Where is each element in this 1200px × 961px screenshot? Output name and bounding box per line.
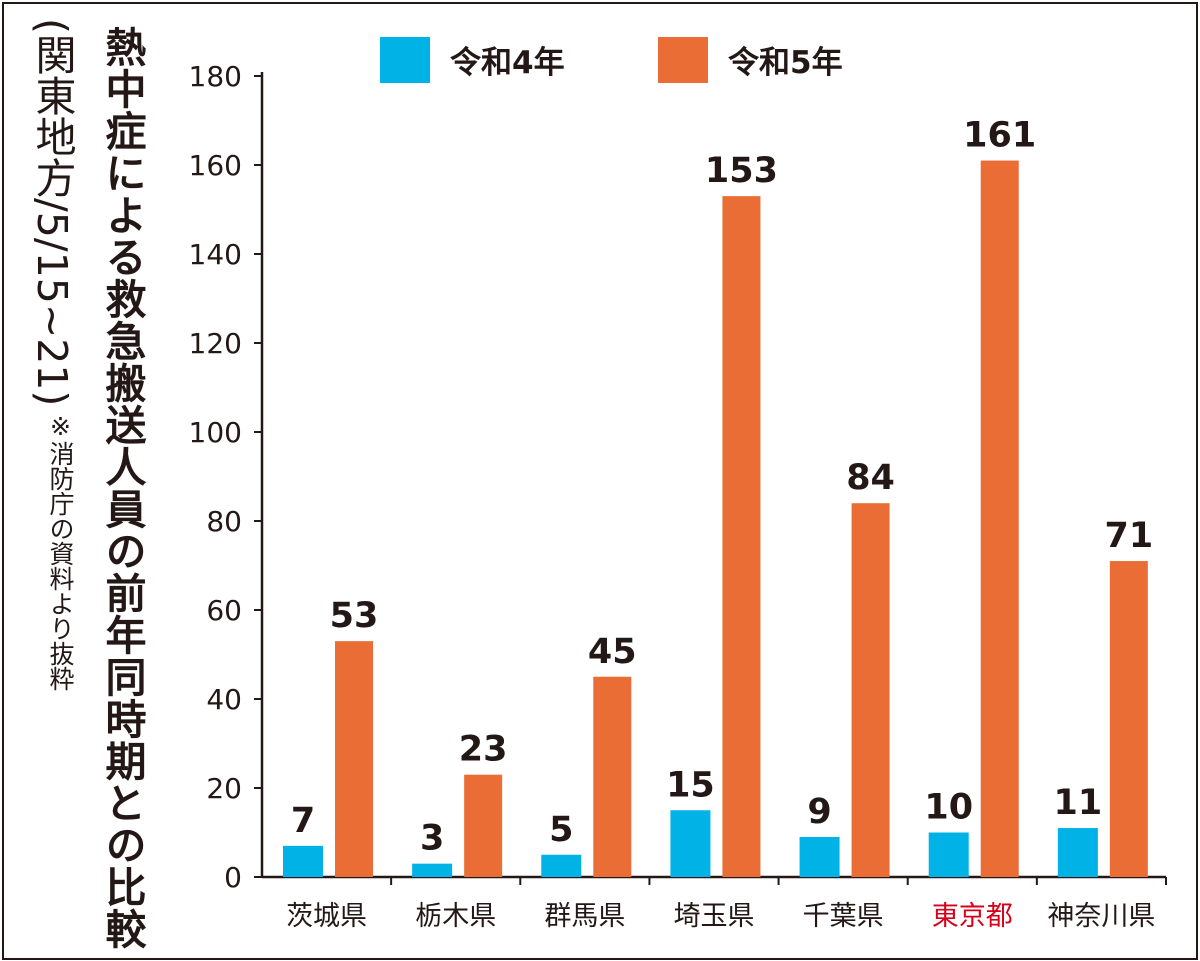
- value-label: 11: [1053, 783, 1102, 823]
- value-label: 71: [1104, 516, 1153, 556]
- value-label: 7: [291, 801, 315, 841]
- category-label: 栃木県: [415, 901, 496, 932]
- y-tick-label: 60: [206, 594, 242, 627]
- bar-令和4年: [283, 845, 323, 877]
- value-label: 5: [549, 810, 573, 850]
- category-label: 茨城県: [286, 901, 367, 932]
- bar-令和4年: [799, 836, 840, 877]
- value-label: 53: [330, 596, 379, 636]
- bar-令和4年: [670, 810, 711, 877]
- y-tick-label: 80: [206, 505, 242, 538]
- bar-令和4年: [412, 863, 453, 877]
- bar-令和5年: [464, 774, 503, 877]
- value-label: 15: [666, 765, 715, 805]
- category-label: 千葉県: [803, 901, 884, 932]
- value-label: 153: [705, 151, 778, 191]
- y-tick-label: 0: [224, 861, 242, 894]
- bar-令和5年: [722, 196, 761, 877]
- category-label: 群馬県: [544, 901, 625, 932]
- y-tick-label: 160: [189, 149, 242, 182]
- value-label: 45: [588, 632, 637, 672]
- legend-label: 令和4年: [450, 45, 565, 81]
- chart-subtitle: (関東地方/5/15~21): [28, 18, 76, 407]
- bar-令和4年: [928, 832, 969, 877]
- y-tick-label: 140: [189, 238, 242, 271]
- y-tick-label: 120: [189, 327, 242, 360]
- source-note: ※消防庁の資料より抜粋: [46, 411, 75, 691]
- legend-swatch: [658, 37, 708, 83]
- value-label: 84: [846, 458, 895, 498]
- bar-令和5年: [851, 503, 890, 877]
- value-label: 3: [420, 819, 444, 859]
- y-tick-label: 20: [206, 772, 242, 805]
- y-tick-label: 180: [189, 60, 242, 93]
- bar-令和5年: [980, 160, 1019, 878]
- value-label: 9: [807, 792, 831, 832]
- category-label: 埼玉県: [674, 901, 755, 932]
- value-label: 161: [963, 116, 1036, 156]
- legend-label: 令和5年: [728, 45, 843, 81]
- category-label: 東京都: [932, 901, 1013, 932]
- y-tick-label: 40: [206, 683, 242, 716]
- category-label: 神奈川県: [1047, 901, 1155, 932]
- bar-令和5年: [335, 641, 373, 877]
- bar-令和4年: [541, 854, 582, 877]
- bar-令和5年: [593, 676, 632, 877]
- bar-令和4年: [1057, 828, 1098, 877]
- y-tick-label: 100: [189, 416, 242, 449]
- chart-title: 熱中症による救急搬送人員の前年同時期との比較: [98, 26, 146, 950]
- value-label: 23: [459, 730, 508, 770]
- legend-swatch: [380, 37, 430, 83]
- value-label: 10: [924, 788, 973, 828]
- chart-subtitle-block: (関東地方/5/15~21) ※消防庁の資料より抜粋: [22, 18, 82, 691]
- bar-令和5年: [1109, 561, 1148, 877]
